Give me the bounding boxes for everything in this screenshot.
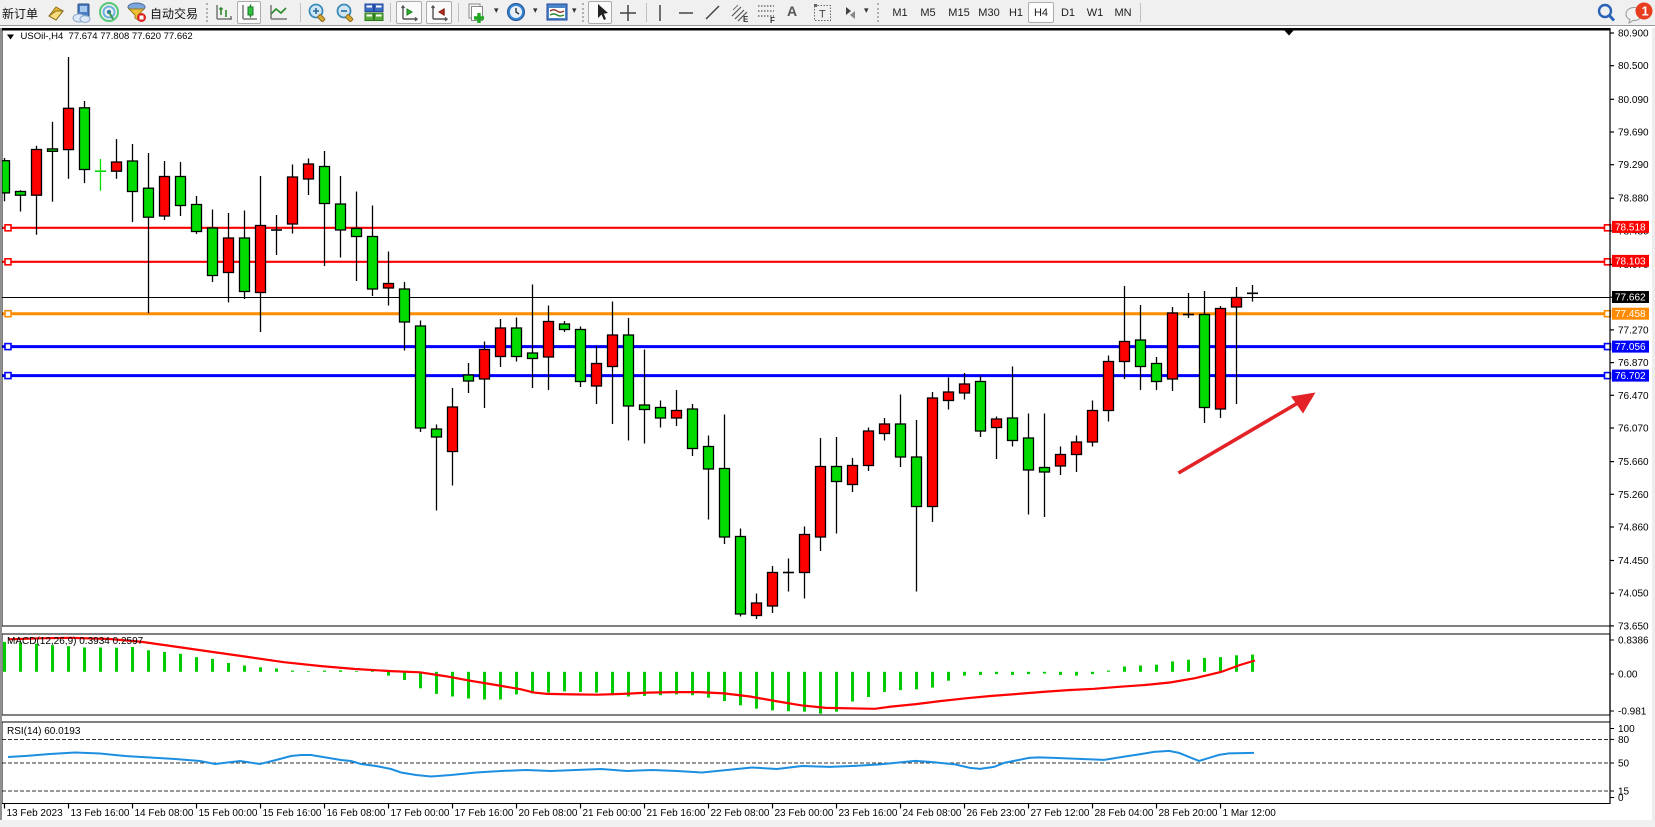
svg-text:28 Feb 04:00: 28 Feb 04:00: [1095, 808, 1154, 819]
svg-text:28 Feb 20:00: 28 Feb 20:00: [1159, 808, 1218, 819]
svg-text:13 Feb 2023: 13 Feb 2023: [7, 808, 64, 819]
svg-text:75.660: 75.660: [1618, 457, 1649, 468]
svg-text:76.702: 76.702: [1615, 371, 1646, 382]
svg-text:80.900: 80.900: [1618, 29, 1649, 40]
svg-text:78.880: 78.880: [1618, 194, 1649, 205]
svg-text:27 Feb 12:00: 27 Feb 12:00: [1031, 808, 1090, 819]
svg-text:1 Mar 12:00: 1 Mar 12:00: [1223, 808, 1277, 819]
svg-text:77.270: 77.270: [1618, 325, 1649, 336]
svg-text:13 Feb 16:00: 13 Feb 16:00: [71, 808, 130, 819]
svg-text:RSI(14) 60.0193: RSI(14) 60.0193: [7, 726, 81, 737]
svg-text:80.500: 80.500: [1618, 61, 1649, 72]
svg-text:80.090: 80.090: [1618, 95, 1649, 106]
svg-text:80: 80: [1618, 735, 1630, 746]
svg-text:77.056: 77.056: [1615, 342, 1646, 353]
svg-text:26 Feb 23:00: 26 Feb 23:00: [967, 808, 1026, 819]
svg-text:20 Feb 08:00: 20 Feb 08:00: [519, 808, 578, 819]
svg-text:76.070: 76.070: [1618, 424, 1649, 435]
svg-text:78.103: 78.103: [1615, 256, 1646, 267]
svg-text:F: F: [770, 16, 775, 24]
svg-text:75.260: 75.260: [1618, 490, 1649, 501]
svg-text:76.470: 76.470: [1618, 391, 1649, 402]
svg-text:21 Feb 16:00: 21 Feb 16:00: [647, 808, 706, 819]
svg-text:74.050: 74.050: [1618, 589, 1649, 600]
svg-text:14 Feb 08:00: 14 Feb 08:00: [135, 808, 194, 819]
svg-text:24 Feb 08:00: 24 Feb 08:00: [903, 808, 962, 819]
svg-text:78.518: 78.518: [1615, 222, 1646, 233]
svg-text:16 Feb 08:00: 16 Feb 08:00: [327, 808, 386, 819]
svg-text:77.458: 77.458: [1615, 309, 1646, 320]
svg-text:15 Feb 16:00: 15 Feb 16:00: [263, 808, 322, 819]
svg-text:23 Feb 00:00: 23 Feb 00:00: [775, 808, 834, 819]
svg-text:74.450: 74.450: [1618, 556, 1649, 567]
svg-text:1: 1: [1642, 4, 1649, 19]
svg-text:T: T: [819, 9, 826, 21]
svg-text:21 Feb 00:00: 21 Feb 00:00: [583, 808, 642, 819]
svg-text:USOil-,H4 77.674 77.808 77.62: USOil-,H4 77.674 77.808 77.620 77.662: [21, 31, 193, 42]
svg-text:22 Feb 08:00: 22 Feb 08:00: [711, 808, 770, 819]
svg-text:17 Feb 00:00: 17 Feb 00:00: [391, 808, 450, 819]
svg-text:0: 0: [1618, 793, 1624, 804]
svg-text:MACD(12,26,9) 0.3934 0.2597: MACD(12,26,9) 0.3934 0.2597: [7, 636, 144, 647]
svg-text:73.650: 73.650: [1618, 621, 1649, 632]
svg-text:100: 100: [1618, 724, 1635, 735]
svg-text:77.662: 77.662: [1615, 293, 1646, 304]
svg-text:-0.981: -0.981: [1618, 707, 1647, 718]
svg-text:79.690: 79.690: [1618, 128, 1649, 139]
svg-text:50: 50: [1618, 759, 1630, 770]
svg-text:15 Feb 00:00: 15 Feb 00:00: [199, 808, 258, 819]
svg-text:0.8386: 0.8386: [1618, 636, 1649, 647]
svg-text:15: 15: [1618, 787, 1630, 798]
svg-text:17 Feb 16:00: 17 Feb 16:00: [455, 808, 514, 819]
svg-text:74.860: 74.860: [1618, 523, 1649, 534]
svg-text:E: E: [743, 15, 749, 24]
svg-text:0.00: 0.00: [1618, 670, 1638, 681]
svg-text:23 Feb 16:00: 23 Feb 16:00: [839, 808, 898, 819]
svg-text:76.870: 76.870: [1618, 358, 1649, 369]
svg-text:79.290: 79.290: [1618, 160, 1649, 171]
